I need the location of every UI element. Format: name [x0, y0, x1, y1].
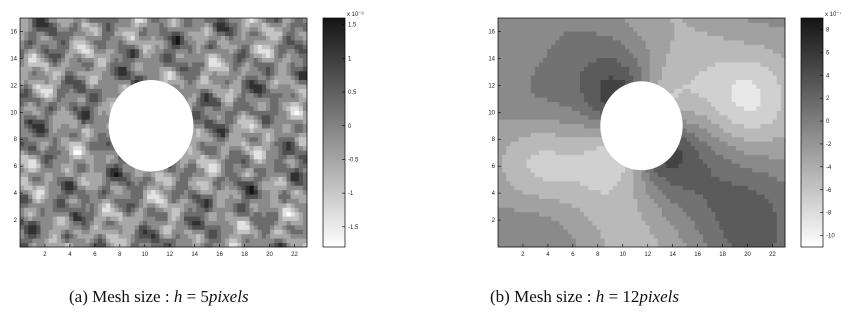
- x-tick-label-0-6: 14: [191, 252, 198, 258]
- contour-fill-0: [20, 18, 308, 248]
- caption-a-prefix: (a) Mesh size :: [69, 287, 174, 306]
- x-tick-label-1-0: 2: [521, 252, 525, 258]
- y-tick-label-0-4: 10: [10, 110, 17, 116]
- caption-a-var: h: [173, 287, 183, 306]
- hole-0: [108, 79, 194, 172]
- y-tick-label-0-3: 8: [14, 137, 18, 143]
- y-tick-label-1-5: 12: [488, 83, 495, 89]
- x-tick-label-0-9: 20: [266, 252, 273, 258]
- y-tick-label-1-3: 8: [492, 137, 496, 143]
- x-tick-label-0-8: 18: [241, 252, 248, 258]
- x-tick-label-1-2: 6: [571, 252, 575, 258]
- colorbar-tick-label-1-0: 8: [826, 27, 830, 33]
- caption-b-eq: = 12: [604, 287, 640, 306]
- x-tick-label-0-10: 22: [291, 252, 298, 258]
- x-tick-label-0-7: 16: [216, 252, 223, 258]
- y-tick-label-1-7: 16: [488, 29, 495, 35]
- caption-b-var: h: [595, 287, 605, 306]
- x-tick-label-0-4: 10: [141, 252, 148, 258]
- hole-1: [600, 81, 683, 171]
- colorbar-tick-label-1-6: -4: [826, 165, 832, 171]
- colorbar-tick-label-1-1: 6: [826, 50, 830, 56]
- plot-frame-1: [497, 17, 786, 248]
- contour-plot-a: 2 4 6 8 10 12 14 16 18 20 222468101214161.510.50-0…: [10, 12, 364, 258]
- x-tick-label-1-10: 22: [769, 252, 776, 258]
- colorbar-tick-label-0-6: -1.5: [348, 225, 359, 231]
- x-tick-label-1-6: 14: [669, 252, 676, 258]
- colorbar-0: [322, 17, 346, 248]
- caption-b-unit: pixels: [639, 287, 680, 306]
- caption-a: (a) Mesh size : h = 5pixels: [69, 287, 249, 307]
- y-tick-label-1-1: 4: [492, 191, 496, 197]
- caption-a-unit: pixels: [208, 287, 249, 306]
- x-tick-label-0-1: 4: [68, 252, 72, 258]
- chart-panel-a: 2 4 6 8 10 12 14 16 18 20 22 2 4 6 8 10 12 14 16 1.5 1 0.5 0 -0…: [0, 0, 420, 320]
- colorbar-tick-label-1-7: -6: [826, 188, 832, 194]
- y-tick-label-0-7: 16: [10, 29, 17, 35]
- colorbar-multiplier-1: x 10⁻⁴: [825, 11, 841, 18]
- y-tick-label-1-2: 6: [492, 164, 496, 170]
- y-tick-label-1-4: 10: [488, 110, 495, 116]
- colorbar-tick-label-1-8: -8: [826, 211, 832, 217]
- y-tick-label-0-1: 4: [14, 191, 18, 197]
- x-tick-label-1-4: 10: [619, 252, 626, 258]
- x-tick-label-1-5: 12: [644, 252, 651, 258]
- colorbar-tick-label-1-4: 0: [826, 119, 830, 125]
- colorbar-multiplier-0: x 10⁻³: [347, 12, 364, 18]
- x-tick-label-0-2: 6: [93, 252, 97, 258]
- colorbar-tick-label-1-2: 4: [826, 73, 830, 79]
- plot-frame-0: [19, 17, 308, 248]
- x-tick-label-1-7: 16: [694, 252, 701, 258]
- colorbar-tick-label-0-3: 0: [348, 124, 352, 130]
- y-tick-label-1-0: 2: [492, 218, 496, 224]
- y-tick-label-0-2: 6: [14, 164, 18, 170]
- x-tick-label-1-8: 18: [719, 252, 726, 258]
- y-tick-label-0-0: 2: [14, 218, 18, 224]
- caption-b: (b) Mesh size : h = 12pixels: [490, 287, 679, 307]
- caption-a-eq: = 5: [182, 287, 209, 306]
- x-tick-label-1-9: 20: [744, 252, 751, 258]
- x-tick-label-0-5: 12: [166, 252, 173, 258]
- colorbar-tick-label-1-3: 2: [826, 96, 830, 102]
- x-tick-label-0-3: 8: [118, 252, 122, 258]
- y-tick-label-0-6: 14: [10, 56, 17, 62]
- y-tick-label-0-5: 12: [10, 83, 17, 89]
- x-tick-label-1-3: 8: [596, 252, 600, 258]
- caption-b-prefix: (b) Mesh size :: [490, 287, 596, 306]
- colorbar-tick-label-0-5: -1: [348, 191, 354, 197]
- y-tick-label-1-6: 14: [488, 56, 495, 62]
- colorbar-tick-label-1-9: -10: [826, 234, 835, 240]
- x-tick-label-0-0: 2: [43, 252, 47, 258]
- chart-panel-b: 2 4 6 8 10 12 14 16 18 20 22 2 4 6 8 10 12 14 16 8 6 4 2 0 -2 -4-…: [421, 0, 841, 320]
- colorbar-tick-label-1-5: -2: [826, 142, 832, 148]
- colorbar-tick-label-0-1: 1: [348, 56, 352, 62]
- colorbar-1: [800, 17, 824, 248]
- colorbar-tick-label-0-0: 1.5: [348, 23, 357, 29]
- x-tick-label-1-1: 4: [546, 252, 550, 258]
- colorbar-tick-label-0-4: -0.5: [348, 157, 359, 163]
- colorbar-tick-label-0-2: 0.5: [348, 90, 357, 96]
